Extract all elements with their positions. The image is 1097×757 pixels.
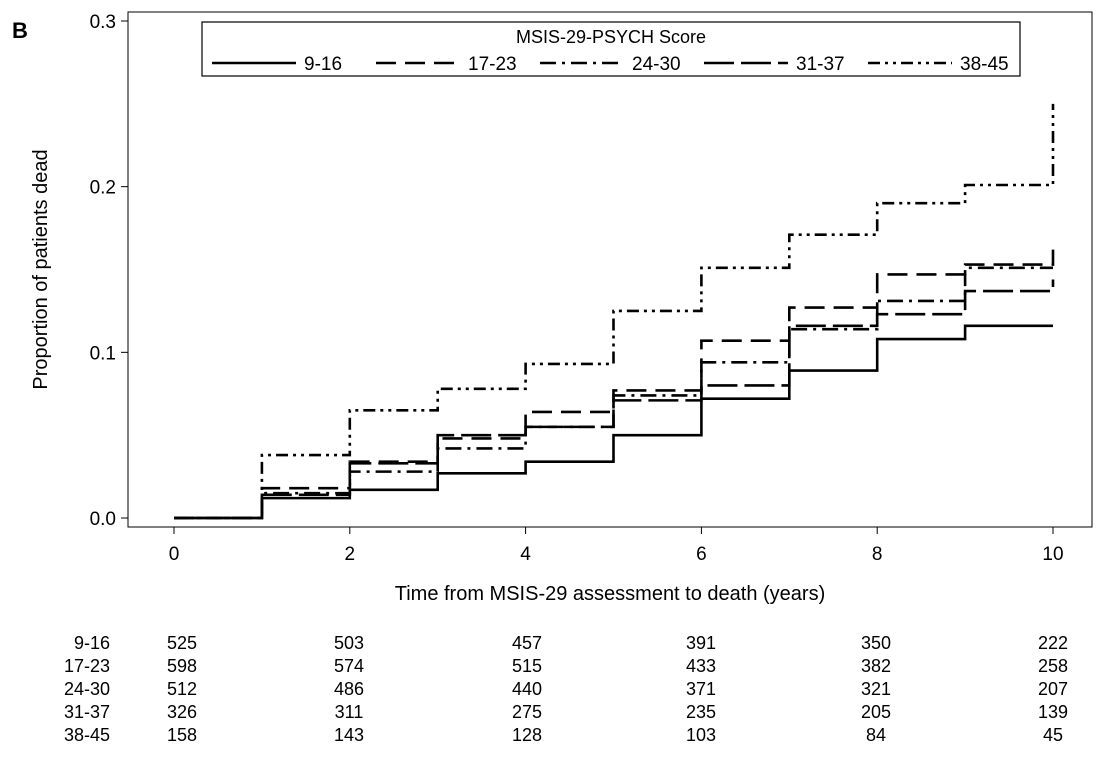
legend-label: 17-23 <box>468 54 517 75</box>
legend-label: 9-16 <box>304 54 342 75</box>
risk-value: 45 <box>1043 725 1063 745</box>
panel-letter: B <box>12 18 28 43</box>
risk-value: 598 <box>167 656 197 676</box>
risk-value: 311 <box>335 702 364 722</box>
y-axis-label: Proportion of patients dead <box>30 149 52 389</box>
legend-label: 38-45 <box>960 54 1009 75</box>
risk-value: 275 <box>512 702 542 722</box>
x-tick-label: 10 <box>1042 544 1063 565</box>
risk-row-label: 24-30 <box>64 679 110 699</box>
at-risk-table: 9-16 525 503 457 391 350 222 17-23 598 574 515 433 3… <box>64 633 1068 745</box>
legend-box <box>201 21 1021 77</box>
risk-row-label: 17-23 <box>64 656 110 676</box>
risk-value: 433 <box>686 656 716 676</box>
risk-row-label: 38-45 <box>64 725 110 745</box>
series-line-17-23 <box>174 249 1055 520</box>
legend-title: MSIS-29-PSYCH Score <box>516 27 706 47</box>
x-tick-label: 0 <box>169 544 180 565</box>
y-tick-label: 0.1 <box>90 343 116 364</box>
risk-value: 103 <box>686 725 716 745</box>
risk-value: 486 <box>334 679 364 699</box>
risk-value: 503 <box>334 633 364 653</box>
y-tick-label: 0.3 <box>90 12 116 33</box>
series-line-9-16 <box>174 324 1053 520</box>
legend-label: 24-30 <box>632 54 681 75</box>
risk-value: 457 <box>512 633 542 653</box>
series-line-38-45 <box>174 103 1055 520</box>
risk-value: 350 <box>861 633 891 653</box>
x-tick-label: 2 <box>345 544 356 565</box>
x-tick-label: 6 <box>696 544 707 565</box>
risk-value: 205 <box>861 702 891 722</box>
risk-value: 222 <box>1038 633 1068 653</box>
risk-value: 258 <box>1038 656 1068 676</box>
plot-area <box>174 103 1055 520</box>
risk-value: 512 <box>167 679 197 699</box>
risk-value: 207 <box>1038 679 1068 699</box>
y-tick-label: 0.0 <box>90 509 116 530</box>
risk-value: 515 <box>512 656 542 676</box>
series-line-31-37 <box>174 279 1055 520</box>
risk-value: 574 <box>334 656 364 676</box>
risk-value: 128 <box>512 725 542 745</box>
risk-value: 321 <box>861 679 891 699</box>
y-tick-label: 0.2 <box>90 178 116 199</box>
axes: 0.0 0.1 0.2 0.3 0 2 4 6 8 10 <box>90 11 1093 565</box>
risk-value: 158 <box>167 725 197 745</box>
x-tick-label: 8 <box>872 544 883 565</box>
risk-value: 84 <box>866 725 886 745</box>
x-axis-label: Time from MSIS-29 assessment to death (y… <box>395 583 826 605</box>
risk-value: 525 <box>167 633 197 653</box>
risk-value: 440 <box>512 679 542 699</box>
legend: MSIS-29-PSYCH Score 9-16 17-23 24-30 31-37 38… <box>201 21 1021 77</box>
risk-value: 235 <box>686 702 716 722</box>
plot-frame <box>127 11 1093 528</box>
risk-value: 382 <box>861 656 891 676</box>
risk-value: 143 <box>334 725 364 745</box>
risk-value: 326 <box>167 702 197 722</box>
risk-value: 391 <box>686 633 716 653</box>
risk-row-label: 9-16 <box>74 633 110 653</box>
risk-row-label: 31-37 <box>64 702 110 722</box>
x-tick-label: 4 <box>520 544 531 565</box>
legend-label: 31-37 <box>796 54 845 75</box>
risk-value: 371 <box>686 679 716 699</box>
risk-value: 139 <box>1038 702 1068 722</box>
